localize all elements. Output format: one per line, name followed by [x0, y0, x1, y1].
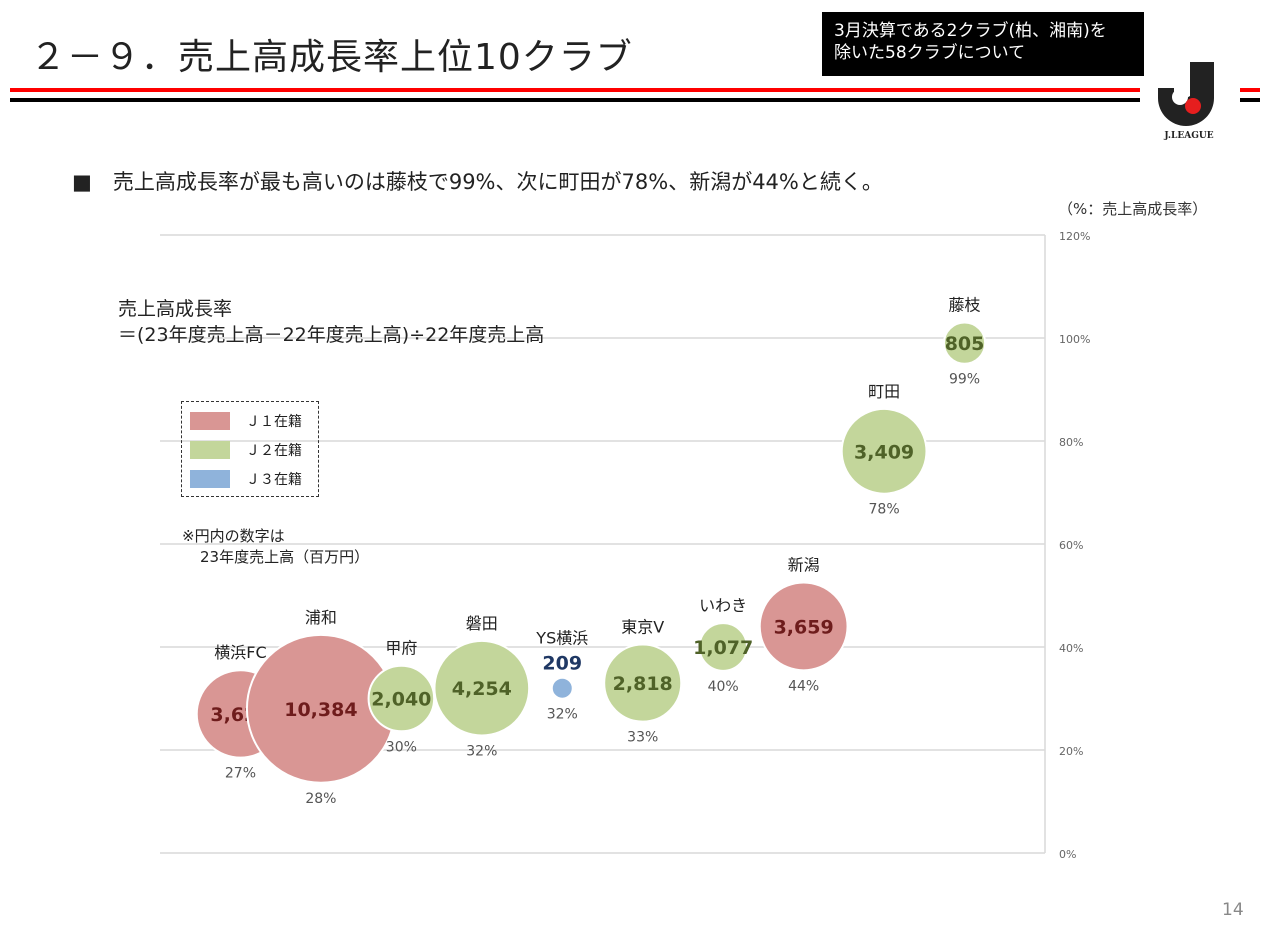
y-tick-label: 0%	[1059, 848, 1076, 861]
legend-item-j2: Ｊ２在籍	[190, 441, 302, 459]
footnote-line1: ※円内の数字は	[182, 527, 285, 545]
bubble-j2	[840, 407, 928, 495]
jleague-logo: J.LEAGUE	[1156, 60, 1222, 142]
club-name-label: 東京V	[621, 618, 664, 637]
growth-pct-label: 30%	[386, 739, 417, 755]
formula-line2: ＝(23年度売上高－22年度売上高)÷22年度売上高	[118, 324, 545, 346]
y-tick-label: 20%	[1059, 745, 1083, 758]
bubble-j2	[603, 643, 683, 723]
header-black-rule-right	[1240, 98, 1260, 102]
jleague-logo-mark: J.LEAGUE	[1158, 62, 1214, 141]
legend-swatch-j3	[190, 470, 230, 488]
bubble-j1	[758, 581, 849, 672]
sales-label: 10,384	[284, 699, 357, 721]
y-tick-label: 120%	[1059, 230, 1090, 243]
legend-item-j1: Ｊ１在籍	[190, 412, 302, 430]
legend-swatch-j2	[190, 441, 230, 459]
y-tick-label: 40%	[1059, 642, 1083, 655]
bubble-j2	[367, 664, 436, 733]
legend-item-j3: Ｊ３在籍	[190, 470, 302, 488]
footnote-line2: 23年度売上高（百万円）	[200, 548, 370, 566]
growth-pct-label: 32%	[547, 707, 578, 723]
growth-pct-label: 32%	[466, 744, 497, 760]
bubble-j2	[698, 622, 749, 672]
legend: Ｊ１在籍 Ｊ２在籍 Ｊ３在籍	[181, 401, 319, 497]
sales-label: 2,040	[371, 689, 431, 711]
growth-pct-label: 78%	[869, 502, 900, 518]
growth-pct-label: 40%	[708, 679, 739, 695]
header-red-rule	[10, 88, 1140, 92]
scope-note: 3月決算である2クラブ(柏、湘南)を 除いた58クラブについて	[822, 12, 1144, 76]
summary-bullet: ■ 売上高成長率が最も高いのは藤枝で99%、次に町田が78%、新潟が44%と続く…	[72, 170, 883, 194]
club-name-label: 横浜FC	[214, 643, 266, 662]
bubble-j2	[433, 639, 531, 737]
sales-label: 209	[542, 653, 582, 675]
y-tick-label: 80%	[1059, 436, 1083, 449]
y-tick-label: 60%	[1059, 539, 1083, 552]
formula: 売上高成長率 ＝(23年度売上高－22年度売上高)÷22年度売上高	[118, 296, 544, 348]
legend-label-j3: Ｊ３在籍	[246, 472, 302, 488]
sales-label: 3,409	[854, 441, 914, 463]
growth-pct-label: 28%	[305, 791, 336, 807]
club-name-label: 町田	[868, 382, 900, 401]
formula-line1: 売上高成長率	[118, 298, 233, 320]
y-tick-label: 100%	[1059, 333, 1090, 346]
sales-label: 3,659	[774, 616, 834, 638]
club-name-label: 浦和	[305, 608, 337, 627]
page-number: 14	[1222, 900, 1244, 920]
svg-text:J.LEAGUE: J.LEAGUE	[1163, 131, 1213, 141]
page-title: ２－９．売上高成長率上位10クラブ	[30, 37, 633, 78]
sales-label: 1,077	[693, 637, 753, 659]
y-axis-unit-label: （%：売上高成長率）	[1058, 200, 1208, 218]
scope-note-line2: 除いた58クラブについて	[834, 43, 1026, 63]
sales-label: 2,818	[613, 673, 673, 695]
growth-pct-label: 33%	[627, 730, 658, 746]
footnote: ※円内の数字は 23年度売上高（百万円）	[182, 526, 369, 568]
sales-label: 4,254	[452, 678, 512, 700]
sales-label: 805	[945, 333, 985, 355]
club-name-label: 新潟	[788, 555, 820, 574]
legend-label-j1: Ｊ１在籍	[246, 414, 302, 430]
club-name-label: 藤枝	[949, 296, 981, 315]
club-name-label: YS横浜	[535, 629, 588, 648]
growth-pct-label: 27%	[225, 766, 256, 782]
scope-note-line1: 3月決算である2クラブ(柏、湘南)を	[834, 21, 1107, 41]
legend-label-j2: Ｊ２在籍	[246, 443, 302, 459]
legend-swatch-j1	[190, 412, 230, 430]
growth-pct-label: 99%	[949, 372, 980, 388]
bubble-j2	[942, 321, 987, 365]
header-black-rule	[10, 98, 1140, 102]
club-name-label: 甲府	[385, 639, 417, 658]
club-name-label: いわき	[699, 596, 747, 615]
header-red-rule-right	[1240, 88, 1260, 92]
bubble-j3	[550, 676, 574, 700]
growth-pct-label: 44%	[788, 678, 819, 694]
club-name-label: 磐田	[466, 614, 498, 633]
